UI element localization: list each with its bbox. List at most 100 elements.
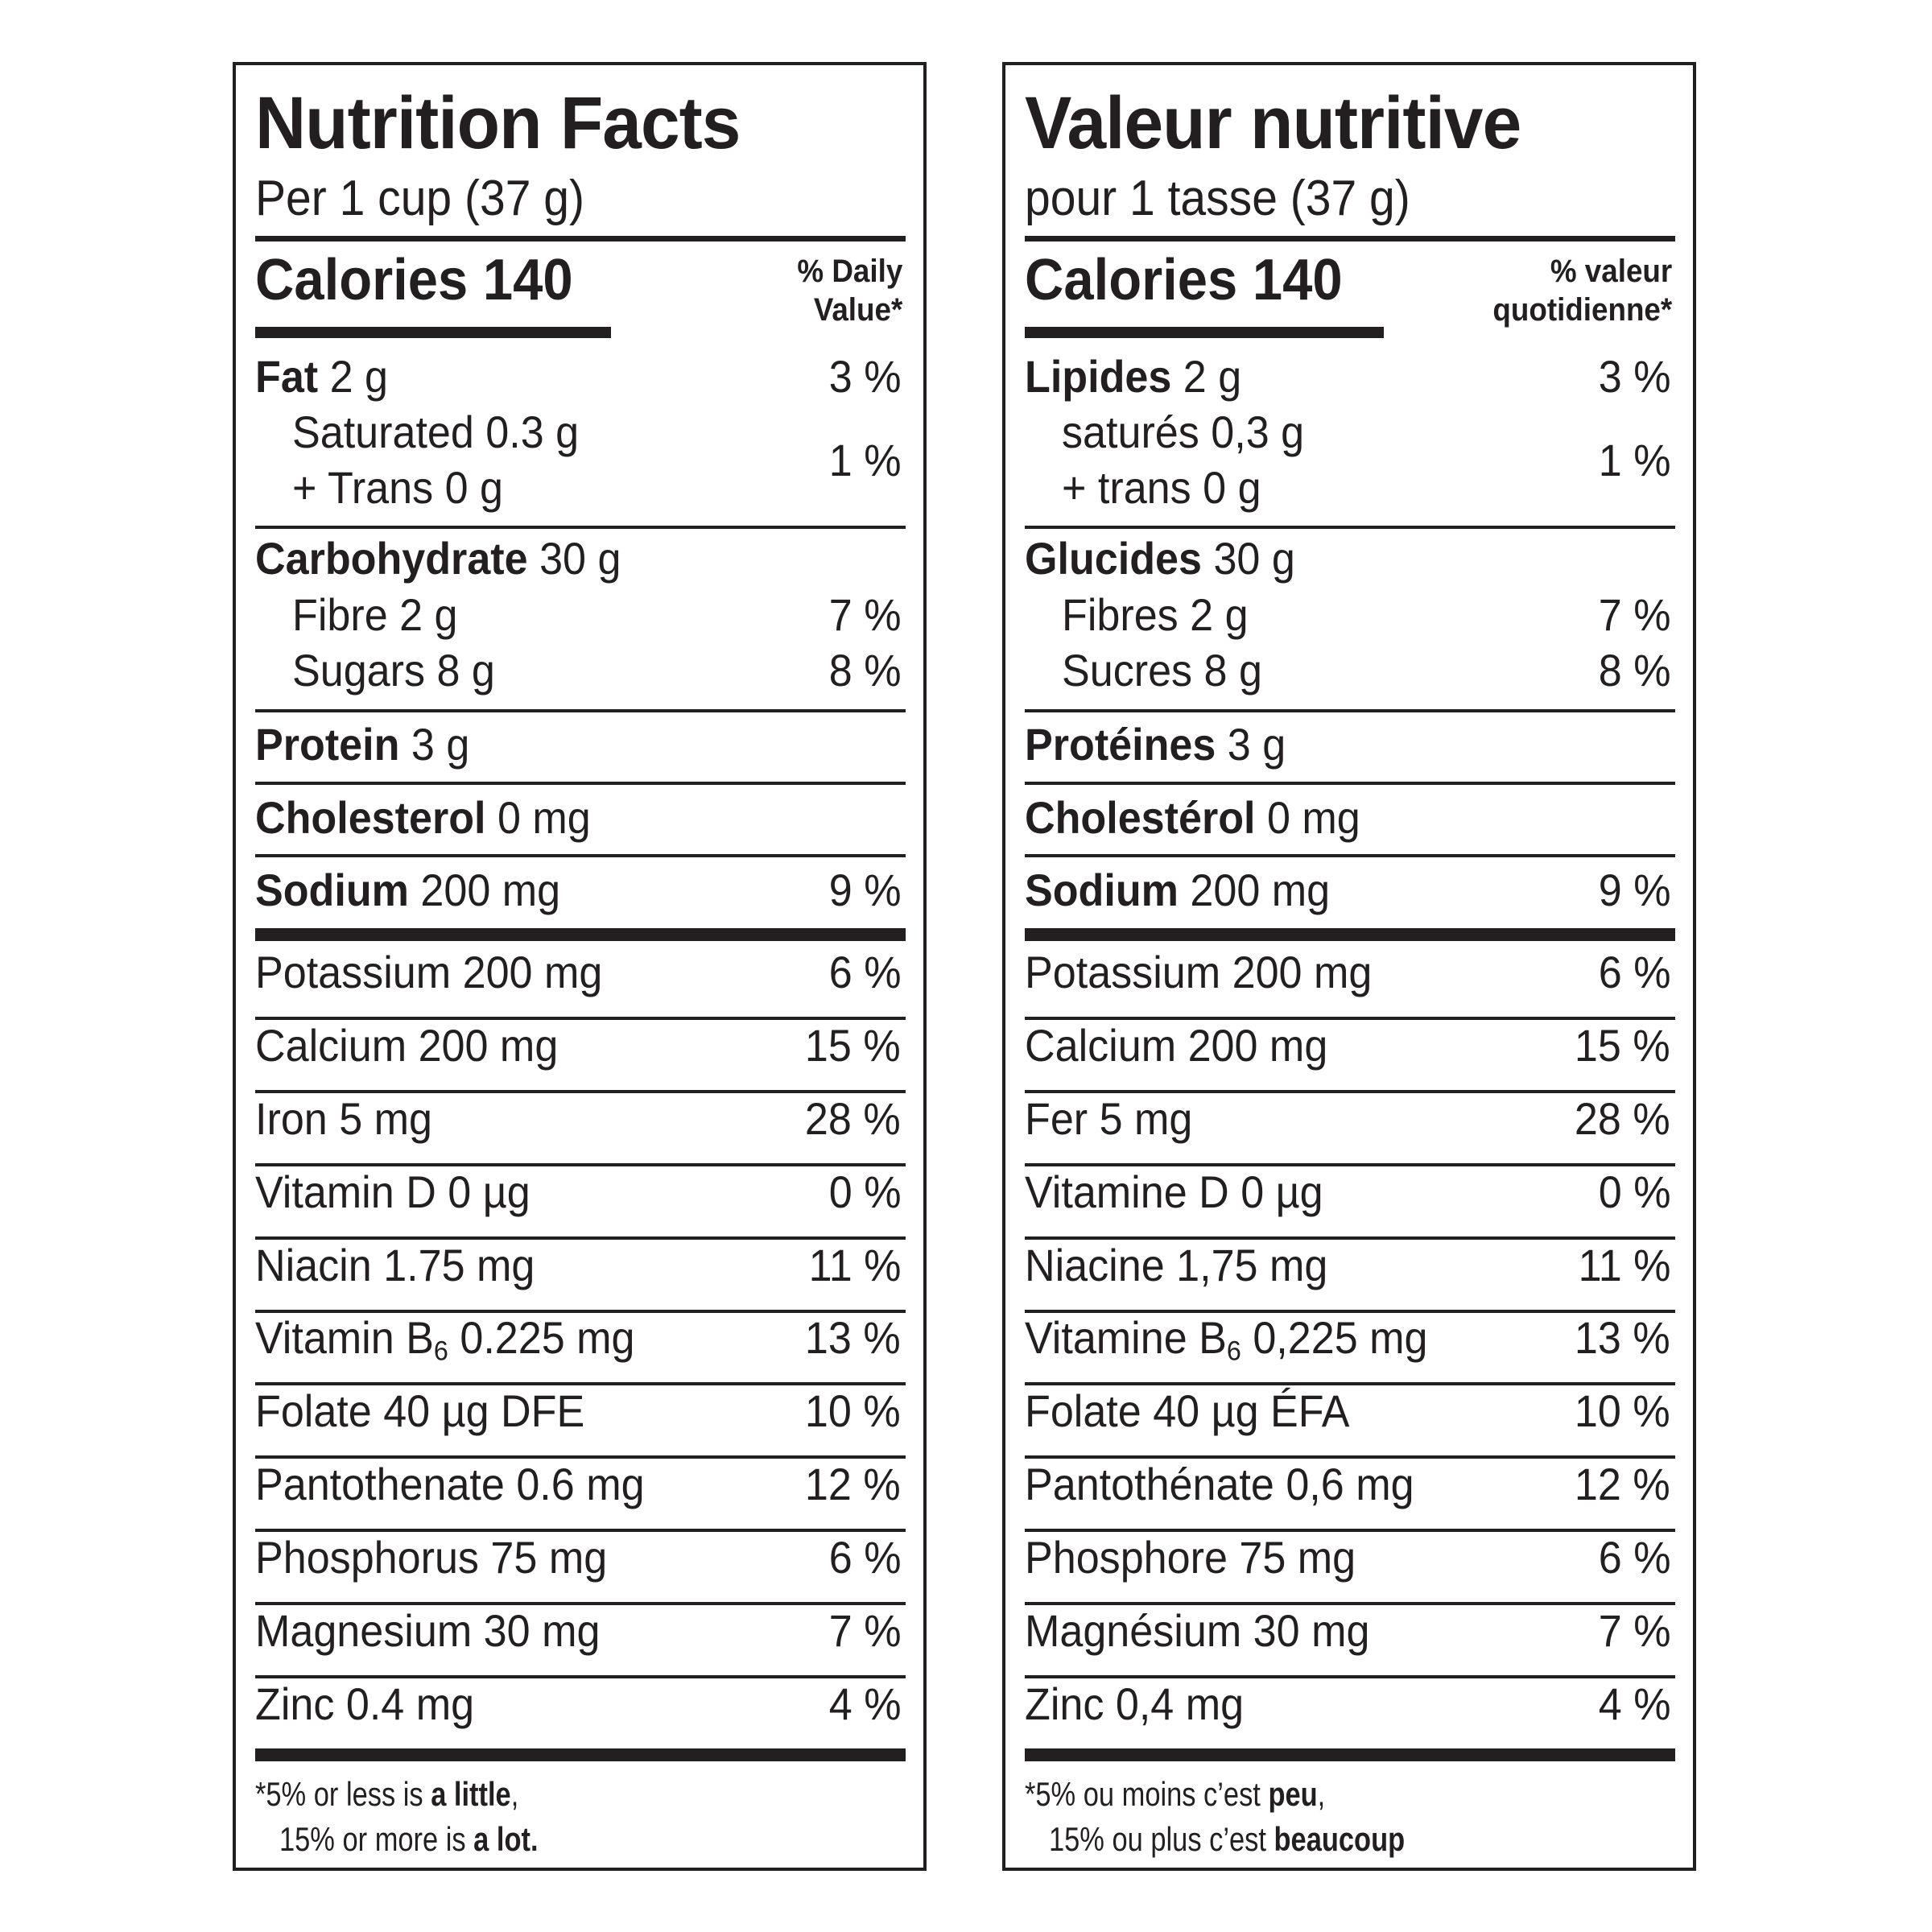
nutrient-label: Vitamin D 0 µg bbox=[255, 1166, 530, 1217]
footnote-emphasis: beaucoup bbox=[1274, 1820, 1406, 1858]
nutrient-label: + Trans 0 g bbox=[292, 462, 504, 513]
nutrient-label: Niacine 1,75 mg bbox=[1025, 1240, 1328, 1290]
footnote-text: *5% or less is bbox=[255, 1775, 431, 1813]
footnote-line2: 15% or more is a lot. bbox=[279, 1817, 539, 1862]
nutrient-label: saturés 0,3 g bbox=[1062, 407, 1305, 457]
nutrient-label: Fer 5 mg bbox=[1025, 1093, 1193, 1144]
divider bbox=[1025, 854, 1675, 857]
serving-size: pour 1 tasse (37 g) bbox=[1025, 171, 1410, 226]
panel-title: Valeur nutritive bbox=[1025, 82, 1521, 164]
nutrient-name: Cholestérol bbox=[1025, 792, 1256, 843]
nutrient-pct: 1 % bbox=[828, 435, 901, 485]
nutrient-amount: 0 mg bbox=[1255, 792, 1360, 843]
nutrient-pct: 10 % bbox=[1575, 1385, 1670, 1436]
divider bbox=[1025, 1382, 1675, 1385]
nutrient-amount: 2 g bbox=[1171, 351, 1242, 402]
nutrition-panel-french: Valeur nutritive pour 1 tasse (37 g) Cal… bbox=[1002, 62, 1696, 1871]
nutrient-amount: 2 g bbox=[318, 351, 388, 402]
divider bbox=[1025, 1163, 1675, 1166]
nutrient-label: Magnésium 30 mg bbox=[1025, 1605, 1370, 1656]
nutrient-amount: 30 g bbox=[527, 533, 621, 584]
nutrient-pct: 1 % bbox=[1598, 435, 1670, 485]
nutrient-label-part: 6 bbox=[1226, 1335, 1241, 1367]
divider bbox=[255, 709, 906, 712]
divider bbox=[255, 1382, 906, 1385]
divider-thick bbox=[1025, 236, 1675, 242]
calories-bar bbox=[255, 327, 611, 338]
nutrient-pct: 7 % bbox=[1598, 1605, 1670, 1656]
footnote-line2: 15% ou plus c’est beaucoup bbox=[1049, 1817, 1405, 1862]
footnote-text: , bbox=[1317, 1775, 1326, 1813]
divider-thick bbox=[255, 236, 906, 242]
nutrient-label: Sugars 8 g bbox=[292, 645, 495, 696]
nutrient-label: + trans 0 g bbox=[1062, 462, 1261, 513]
nutrient-label: Folate 40 µg DFE bbox=[255, 1385, 585, 1436]
divider bbox=[1025, 1017, 1675, 1020]
nutrient-amount: 200 mg bbox=[408, 865, 561, 915]
divider-thick bbox=[255, 1748, 906, 1761]
nutrient-name: Sodium bbox=[1025, 865, 1179, 915]
daily-value-header: % valeur quotidienne* bbox=[1492, 252, 1672, 329]
nutrient-label: Iron 5 mg bbox=[255, 1093, 433, 1144]
nutrient-pct: 6 % bbox=[1598, 947, 1670, 997]
divider bbox=[255, 1529, 906, 1532]
nutrient-amount: 0 mg bbox=[485, 792, 591, 843]
nutrient-name: Cholesterol bbox=[255, 792, 486, 843]
nutrient-name: Carbohydrate bbox=[255, 533, 528, 584]
nutrient-amount: 3 g bbox=[399, 719, 470, 770]
nutrient-label: Potassium 200 mg bbox=[1025, 947, 1373, 997]
nutrient-pct: 13 % bbox=[805, 1312, 901, 1363]
divider bbox=[1025, 1529, 1675, 1532]
nutrient-amount: 30 g bbox=[1201, 533, 1295, 584]
nutrient-label: Zinc 0,4 mg bbox=[1025, 1678, 1245, 1729]
footnote-line1: *5% ou moins c’est peu, bbox=[1025, 1772, 1325, 1817]
nutrient-pct: 12 % bbox=[805, 1459, 901, 1509]
nutrient-label: Pantothénate 0,6 mg bbox=[1025, 1459, 1414, 1509]
nutrient-label: Pantothenate 0.6 mg bbox=[255, 1459, 645, 1509]
nutrient-pct: 0 % bbox=[828, 1166, 901, 1217]
footnote-line1: *5% or less is a little, bbox=[255, 1772, 518, 1817]
daily-value-header: % Daily Value* bbox=[797, 252, 902, 329]
nutrient-pct: 11 % bbox=[808, 1240, 901, 1290]
footnote-text: *5% ou moins c’est bbox=[1025, 1775, 1269, 1813]
divider-thick bbox=[255, 928, 906, 941]
nutrient-pct: 8 % bbox=[1598, 645, 1670, 696]
nutrient-label: Sucres 8 g bbox=[1062, 645, 1262, 696]
daily-value-header-line1: % Daily bbox=[797, 254, 902, 289]
divider bbox=[255, 1310, 906, 1313]
divider bbox=[255, 1090, 906, 1093]
nutrient-pct: 9 % bbox=[1598, 865, 1670, 915]
nutrient-name: Lipides bbox=[1025, 351, 1172, 402]
divider bbox=[1025, 1310, 1675, 1313]
serving-size: Per 1 cup (37 g) bbox=[255, 171, 585, 226]
nutrient-label: Niacin 1.75 mg bbox=[255, 1240, 535, 1290]
nutrient-label: Phosphore 75 mg bbox=[1025, 1532, 1356, 1583]
divider bbox=[255, 1017, 906, 1020]
nutrient-pct: 13 % bbox=[1575, 1312, 1670, 1363]
divider bbox=[255, 782, 906, 785]
nutrient-label: Zinc 0.4 mg bbox=[255, 1678, 475, 1729]
nutrient-pct: 10 % bbox=[805, 1385, 901, 1436]
nutrient-pct: 7 % bbox=[828, 589, 901, 640]
nutrient-amount: 3 g bbox=[1216, 719, 1286, 770]
nutrient-pct: 4 % bbox=[828, 1678, 901, 1729]
footnote-emphasis: peu bbox=[1268, 1775, 1318, 1813]
footnote-text: 15% ou plus c’est bbox=[1049, 1820, 1274, 1858]
nutrient-label: Vitamine B6 0,225 mg bbox=[1025, 1312, 1427, 1367]
divider bbox=[255, 1455, 906, 1459]
nutrient-label: Phosphorus 75 mg bbox=[255, 1532, 608, 1583]
nutrient-pct: 4 % bbox=[1598, 1678, 1670, 1729]
divider bbox=[255, 1675, 906, 1678]
nutrient-pct: 3 % bbox=[828, 351, 901, 402]
nutrient-pct: 6 % bbox=[828, 947, 901, 997]
nutrient-label: Potassium 200 mg bbox=[255, 947, 603, 997]
nutrient-pct: 3 % bbox=[1598, 351, 1670, 402]
nutrient-pct: 15 % bbox=[805, 1020, 901, 1071]
nutrient-pct: 15 % bbox=[1575, 1020, 1670, 1071]
nutrient-pct: 28 % bbox=[805, 1093, 901, 1144]
divider-thick bbox=[1025, 928, 1675, 941]
nutrient-amount: 200 mg bbox=[1178, 865, 1331, 915]
divider bbox=[1025, 1236, 1675, 1240]
footnote-text: 15% or more is bbox=[279, 1820, 474, 1858]
nutrient-label-part: 0.225 mg bbox=[448, 1312, 635, 1363]
